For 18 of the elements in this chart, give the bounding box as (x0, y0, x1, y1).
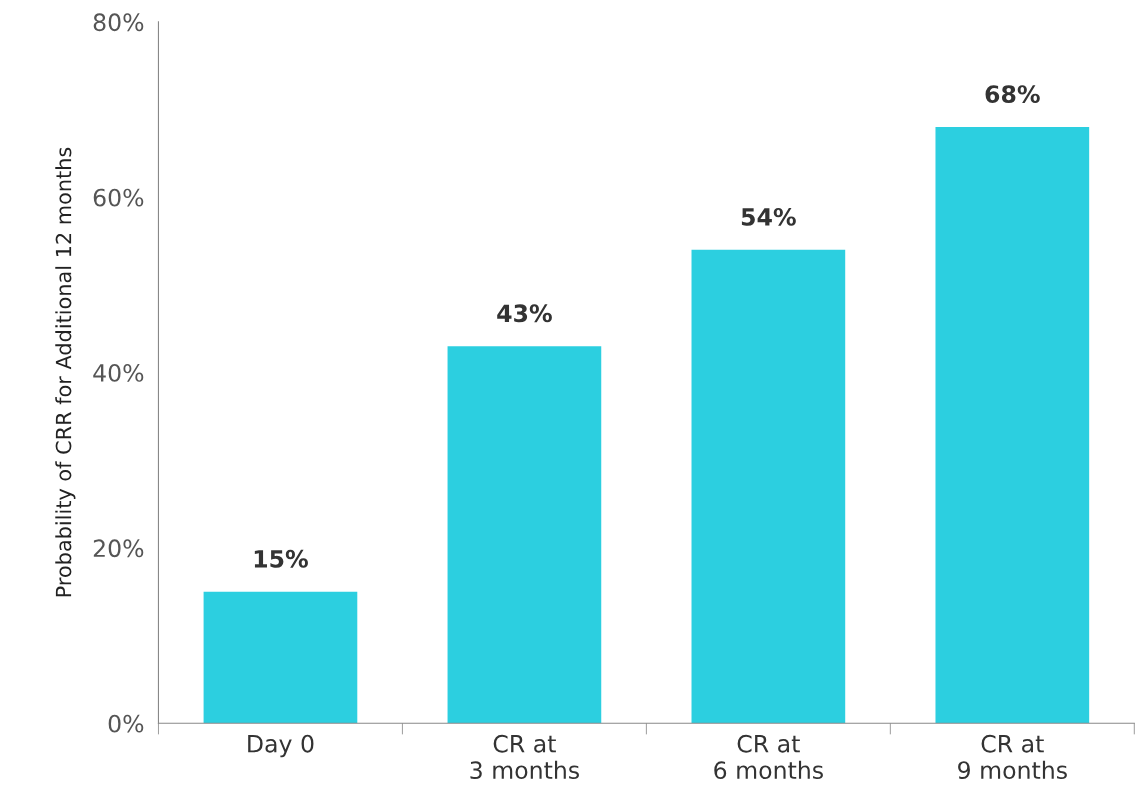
y-tick-label: 40% (93, 363, 144, 382)
x-tick-label: Day 0 (248, 734, 314, 758)
y-tick-label: 80% (93, 13, 144, 32)
bar (447, 346, 602, 724)
y-tick-label: 0% (108, 714, 144, 733)
bar (203, 591, 358, 724)
x-tick-label: CR at 3 months (470, 734, 579, 780)
x-tick-label: CR at 6 months (714, 734, 823, 780)
x-tick-label: CR at 9 months (958, 734, 1067, 780)
y-tick-label: 60% (93, 188, 144, 207)
data-label: 15% (254, 549, 308, 568)
bar (691, 249, 846, 724)
y-axis-title: Probability of CRR for Additional 12 months (55, 147, 76, 597)
bar (935, 127, 1090, 724)
y-tick-label: 20% (93, 539, 144, 558)
data-label: 43% (497, 304, 552, 323)
data-label: 54% (741, 207, 796, 226)
data-label: 68% (985, 85, 1040, 104)
